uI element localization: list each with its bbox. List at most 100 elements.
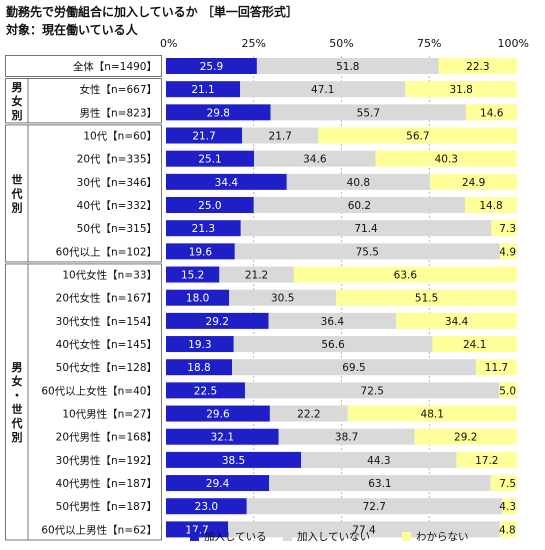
- data-label: 32.1: [211, 432, 234, 444]
- bar-segment-3: [396, 312, 517, 329]
- x-tick-label: 50%: [329, 37, 353, 50]
- bar-segment-1: [166, 127, 243, 144]
- row-label: 50代女性【n=128】: [56, 361, 157, 374]
- data-label: 14.8: [479, 200, 502, 212]
- data-label: 18.0: [186, 293, 209, 305]
- bar-segment-2: [240, 81, 406, 98]
- data-label: 15.2: [181, 270, 204, 282]
- data-label: 38.5: [222, 455, 245, 467]
- data-label: 21.1: [191, 84, 214, 96]
- bar-segment-2: [246, 498, 502, 515]
- bar-segment-2: [229, 289, 337, 306]
- group-box: [5, 55, 162, 77]
- bar-segment-1: [166, 312, 269, 329]
- data-label: 31.8: [449, 84, 472, 96]
- row-label: 40代【n=332】: [77, 200, 157, 212]
- data-label: 72.7: [363, 501, 386, 513]
- bar-segment-2: [301, 451, 457, 468]
- data-label: 63.1: [368, 478, 391, 490]
- row-label: 20代男性【n=168】: [56, 431, 157, 444]
- bar-segment-3: [491, 220, 517, 237]
- data-label: 60.2: [348, 200, 371, 212]
- bar-segment-1: [166, 498, 247, 515]
- bar-segment-3: [414, 428, 517, 445]
- data-label: 34.4: [215, 177, 239, 189]
- row-label: 女性【n=667】: [80, 83, 158, 96]
- group-label-char: 女: [12, 374, 23, 388]
- title: 勤務先で労働組合に加入しているか ［単一回答形式］: [6, 5, 298, 19]
- x-tick-label: 100%: [498, 37, 529, 50]
- bar-segment-1: [166, 173, 287, 190]
- bar-segment-3: [499, 243, 517, 260]
- group-label-char: 男: [12, 361, 23, 374]
- row-label: 男性【n=823】: [80, 106, 158, 119]
- bar-segment-2: [286, 173, 430, 190]
- bar-segment-1: [166, 197, 254, 214]
- row-label: 50代【n=315】: [77, 223, 157, 235]
- data-label: 7.5: [499, 478, 516, 490]
- data-label: 38.7: [335, 432, 358, 444]
- data-label: 22.3: [466, 61, 489, 73]
- row-label: 30代男性【n=192】: [56, 454, 157, 467]
- bar-segment-2: [242, 127, 319, 144]
- legend-swatch: [283, 532, 292, 541]
- bar-segment-3: [456, 451, 517, 468]
- bar-segment-2: [219, 266, 294, 283]
- group-label-char: 代: [11, 186, 23, 200]
- data-label: 21.3: [192, 223, 215, 235]
- bar-segment-3: [405, 81, 517, 98]
- group-label-char: 世: [12, 402, 23, 416]
- bar-segment-2: [240, 220, 492, 237]
- group-label-char: 男: [12, 81, 23, 94]
- bar-segment-1: [166, 220, 241, 237]
- data-label: 22.2: [297, 409, 320, 421]
- x-tick-label: 75%: [417, 37, 441, 50]
- data-label: 17.2: [475, 455, 498, 467]
- data-label: 75.5: [356, 246, 379, 258]
- data-label: 25.0: [198, 200, 221, 212]
- legend-swatch: [190, 532, 199, 541]
- bar-segment-1: [166, 289, 230, 306]
- x-tick-label: 25%: [242, 37, 266, 50]
- data-label: 23.0: [195, 501, 218, 513]
- bar-segment-1: [166, 359, 232, 376]
- data-label: 5.0: [499, 385, 516, 397]
- group-label-char: 女: [12, 94, 23, 108]
- row-label: 30代女性【n=154】: [56, 315, 157, 328]
- bar-segment-2: [228, 521, 500, 538]
- row-label: 40代男性【n=187】: [56, 477, 157, 490]
- data-label: 4.9: [499, 246, 516, 258]
- data-label: 4.8: [499, 524, 516, 536]
- bar-segment-2: [244, 382, 500, 399]
- data-label: 56.6: [321, 339, 345, 351]
- bar-segment-1: [166, 104, 271, 121]
- x-tick-label: 0%: [160, 37, 177, 50]
- bar-segment-1: [166, 81, 241, 98]
- data-label: 40.3: [435, 154, 458, 166]
- data-label: 72.5: [361, 385, 384, 397]
- group-box: [5, 263, 162, 541]
- data-label: 56.7: [406, 131, 429, 143]
- data-label: 21.7: [192, 131, 215, 143]
- bar-segment-1: [166, 405, 270, 422]
- row-label: 全体【n=1490】: [73, 60, 157, 73]
- data-label: 47.1: [311, 84, 334, 96]
- bar-segment-2: [269, 405, 348, 422]
- legend-label: 加入していない: [297, 531, 370, 543]
- bar-segment-3: [465, 197, 517, 214]
- bar-segment-3: [293, 266, 517, 283]
- bar-segment-2: [234, 243, 500, 260]
- group-label-char: 世: [12, 172, 23, 186]
- data-label: 71.4: [354, 223, 378, 235]
- bar-segment-2: [253, 197, 466, 214]
- data-label: 14.6: [480, 107, 504, 119]
- data-label: 34.4: [445, 316, 469, 328]
- data-label: 30.5: [271, 293, 294, 305]
- bar-segment-2: [268, 312, 397, 329]
- bar-segment-2: [278, 428, 415, 445]
- data-label: 55.7: [357, 107, 380, 119]
- group-label-char: ・: [12, 389, 23, 402]
- data-label: 25.9: [200, 61, 223, 73]
- bar-segment-3: [501, 498, 517, 515]
